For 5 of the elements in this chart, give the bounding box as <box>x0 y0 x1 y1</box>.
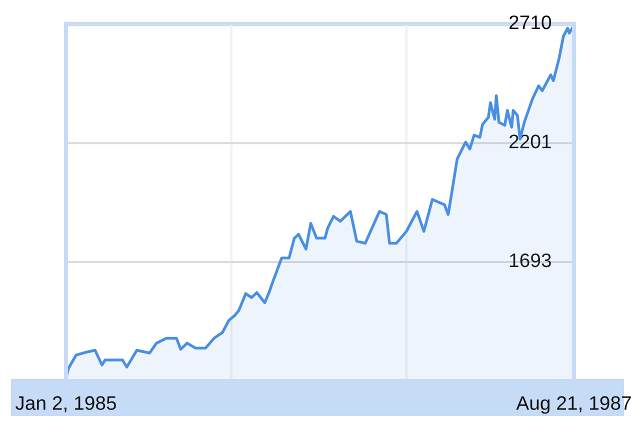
y-tick-label: 2710 <box>510 15 552 30</box>
y-tick-label: 1693 <box>510 253 551 268</box>
x-tick-label: Jan 2, 1985 <box>15 396 116 412</box>
y-tick-label: 2201 <box>510 134 551 148</box>
x-tick-label: Aug 21, 1987 <box>516 396 631 414</box>
